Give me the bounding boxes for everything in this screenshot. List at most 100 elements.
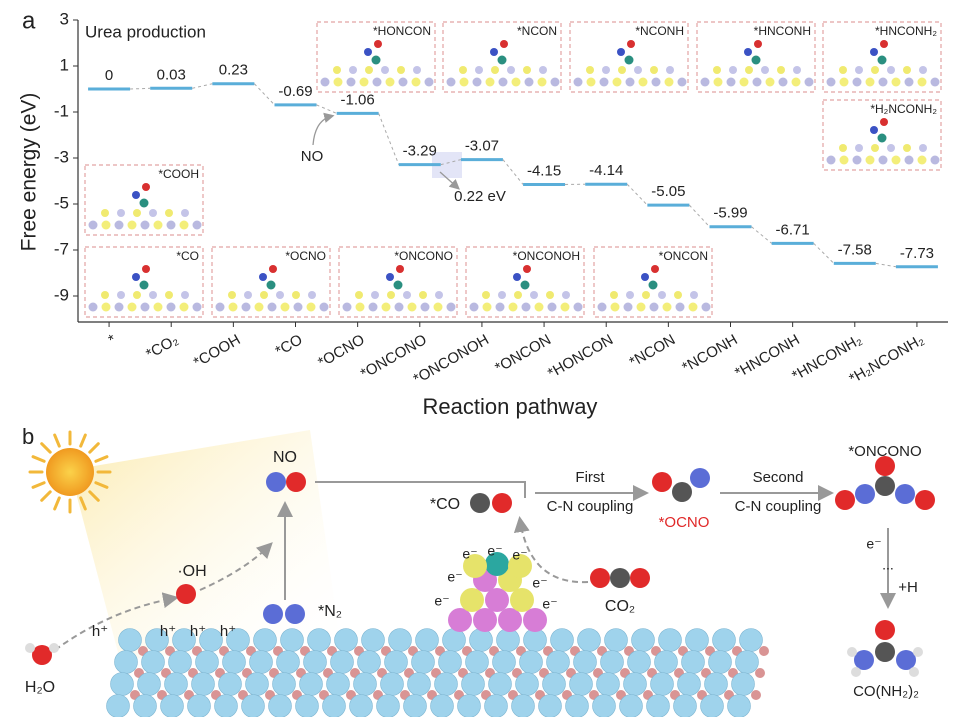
atom	[573, 302, 583, 312]
atom	[192, 220, 202, 230]
sun-ray	[94, 481, 109, 489]
inset-label: *H₂NCONH₂	[870, 102, 937, 116]
label: e⁻	[542, 596, 557, 612]
atom	[485, 552, 509, 576]
atom	[560, 302, 570, 312]
atom	[176, 584, 196, 604]
atom	[878, 155, 888, 165]
atom	[865, 77, 875, 87]
atom	[852, 77, 862, 87]
label: h⁺	[190, 623, 206, 640]
atom	[654, 650, 678, 674]
x-tick-label: *HONCON	[545, 331, 616, 382]
atom	[307, 628, 331, 652]
value-label: -0.69	[278, 83, 312, 100]
atom	[713, 77, 723, 87]
atom	[586, 77, 596, 87]
atom	[359, 77, 369, 87]
value-label: -6.71	[776, 221, 810, 238]
inset-label: *COOH	[158, 167, 199, 181]
atom	[681, 650, 705, 674]
value-label: 0.23	[219, 62, 248, 79]
atom	[215, 302, 225, 312]
atom	[677, 672, 701, 696]
atom	[191, 672, 215, 696]
atom	[214, 694, 238, 717]
atom	[875, 456, 895, 476]
atom	[142, 183, 150, 191]
atom	[165, 209, 173, 217]
atom	[919, 66, 927, 74]
atom	[652, 472, 672, 492]
label: e⁻	[462, 546, 477, 562]
atom	[745, 66, 753, 74]
atom	[498, 77, 508, 87]
sun	[28, 430, 112, 514]
atom	[514, 291, 522, 299]
atom	[852, 155, 862, 165]
atom	[511, 694, 535, 717]
atom	[457, 694, 481, 717]
label: h⁺	[220, 623, 236, 640]
atom	[875, 476, 895, 496]
atom	[342, 302, 352, 312]
atom	[887, 144, 895, 152]
atom	[187, 694, 211, 717]
atom	[915, 490, 935, 510]
atom	[677, 77, 687, 87]
atom	[508, 554, 532, 578]
atom	[286, 472, 306, 492]
atom	[149, 209, 157, 217]
atom	[446, 302, 456, 312]
atom	[355, 291, 363, 299]
atom	[164, 672, 188, 696]
atom	[880, 118, 888, 126]
atom	[519, 650, 543, 674]
x-tick-label: *NCON	[627, 331, 679, 371]
atom	[904, 77, 914, 87]
atom	[485, 77, 495, 87]
label: *OCNO	[659, 514, 710, 531]
atom	[752, 77, 762, 87]
atom	[573, 650, 597, 674]
inset-label: *HNCONH₂	[875, 24, 937, 38]
atom	[374, 40, 382, 48]
atom	[542, 672, 566, 696]
atom	[895, 484, 915, 504]
atom	[523, 66, 531, 74]
atom	[759, 646, 769, 656]
atom	[642, 291, 650, 299]
atom	[419, 291, 427, 299]
atom	[334, 628, 358, 652]
atom	[259, 273, 267, 281]
atom	[550, 77, 560, 87]
atom	[381, 302, 391, 312]
atom	[634, 66, 642, 74]
atom	[624, 55, 634, 65]
atom	[508, 302, 518, 312]
atom	[495, 302, 505, 312]
atom	[415, 628, 439, 652]
atom	[688, 302, 698, 312]
atom	[448, 608, 472, 632]
atom	[319, 302, 329, 312]
y-tick-label: -1	[54, 101, 69, 120]
atom	[266, 472, 286, 492]
arrow	[199, 542, 273, 591]
x-tick-label: *	[105, 331, 119, 349]
atom	[550, 628, 574, 652]
atom	[218, 672, 242, 696]
inset-label: *NCONH	[635, 24, 684, 38]
value-label: -4.14	[589, 162, 623, 179]
atom	[666, 66, 674, 74]
atom	[865, 155, 875, 165]
atom	[88, 220, 98, 230]
inset-label: *ONCONOH	[513, 249, 580, 263]
atom	[132, 191, 140, 199]
x-tick-label: *CO	[272, 331, 305, 360]
atom	[754, 40, 762, 48]
atom	[664, 77, 674, 87]
atom	[276, 650, 300, 674]
connector	[378, 113, 400, 165]
